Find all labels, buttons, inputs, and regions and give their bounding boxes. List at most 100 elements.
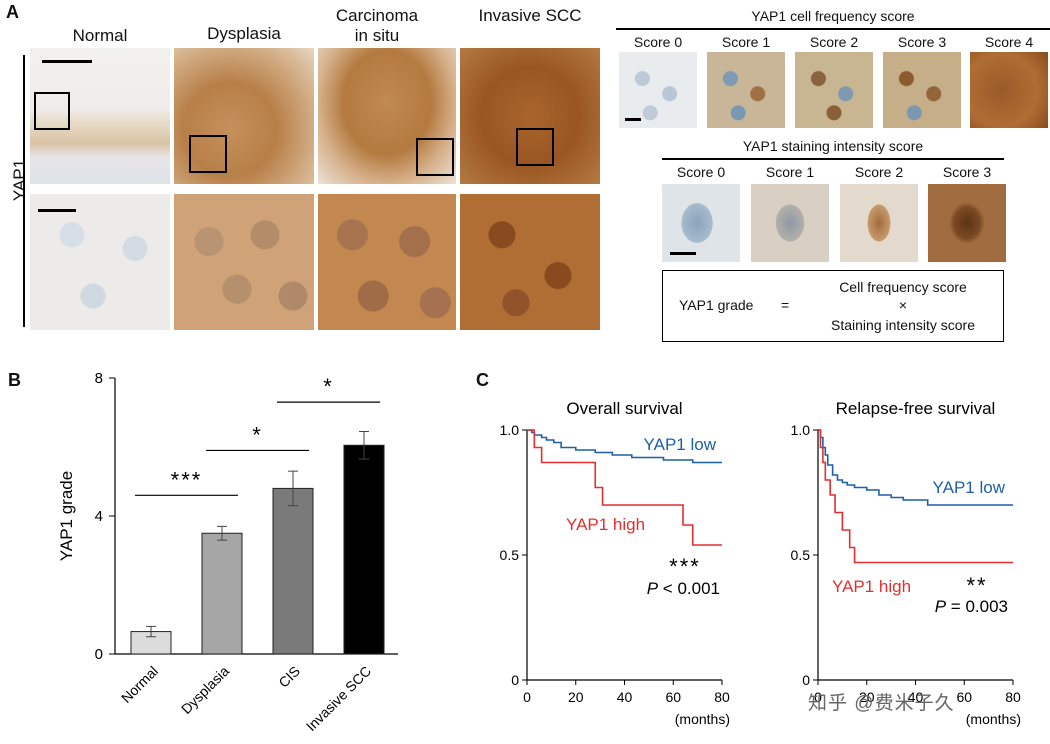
freq-score-3-image: [883, 52, 961, 128]
km-curve-yap1-high: [818, 429, 1013, 564]
formula-lhs: YAP1 grade: [679, 297, 754, 313]
significance-stars: ***: [171, 467, 203, 492]
freq-score-4-image: [970, 52, 1048, 128]
x-tick-label: Dysplasia: [178, 663, 232, 717]
y-axis-label: YAP1 grade: [57, 471, 76, 561]
freq-score-title: YAP1 cell frequency score: [751, 8, 915, 24]
legend-yap1-high: YAP1 high: [832, 577, 911, 596]
significance-stars: *: [252, 422, 263, 447]
p-value-text: P = 0.003: [935, 597, 1008, 616]
relapse-free-survival-chart: Relapse-free survival 0 0.5 1.0 0 20 40 60 80 (mo…: [791, 399, 1021, 727]
freq-score-0-image: [619, 52, 697, 128]
x-tick-label: 60: [665, 689, 681, 705]
freq-score-2-label: Score 2: [809, 34, 859, 50]
chart-title: Overall survival: [566, 399, 682, 418]
p-symbol: P: [935, 597, 947, 616]
formula-times: ×: [898, 297, 908, 313]
cis-low-mag-tile: [318, 48, 456, 184]
panel-b-chart: 0 4 8 YAP1 grade Normal Dysplasia CIS Invasive …: [57, 370, 398, 734]
overall-survival-chart: Overall survival 0 0.5 1.0 0 20 40 60 80 (months)…: [500, 399, 730, 727]
bar-invasive-scc: [343, 444, 385, 655]
y-tick-label: 1.0: [500, 422, 520, 438]
x-tick-label: CIS: [275, 663, 303, 691]
x-tick-label: 20: [568, 689, 584, 705]
bar-cis: [272, 487, 314, 655]
y-tick-label: 8: [95, 370, 103, 387]
formula-denominator: Staining intensity score: [831, 317, 975, 333]
panel-b-label: B: [8, 370, 21, 390]
freq-score-4-label: Score 4: [984, 34, 1034, 50]
x-tick-label: 40: [908, 689, 924, 705]
chart-title: Relapse-free survival: [836, 399, 996, 418]
x-axis-label: (months): [675, 711, 730, 727]
intensity-score-title: YAP1 staining intensity score: [742, 138, 924, 154]
freq-score-1-image: [707, 52, 785, 128]
x-tick-label: 0: [523, 689, 531, 705]
legend-yap1-high: YAP1 high: [566, 515, 645, 534]
freq-title-rule: [616, 28, 1050, 30]
intensity-score-2-label: Score 2: [854, 164, 904, 180]
intensity-score-1-image: [751, 184, 829, 262]
km-curve-yap1-low: [527, 429, 722, 464]
panel-a-label: A: [6, 2, 19, 22]
significance-stars: ***: [669, 554, 701, 579]
scale-bar: [38, 209, 76, 212]
panel-c-label: C: [476, 370, 489, 390]
p-value: = 0.003: [946, 597, 1008, 616]
freq-score-0-label: Score 0: [633, 34, 683, 50]
legend-yap1-low: YAP1 low: [644, 435, 717, 454]
inset-box: [416, 138, 454, 176]
column-header-cis: Carcinoma in situ: [335, 6, 419, 45]
x-tick-label: 0: [814, 689, 822, 705]
formula-equals: =: [781, 297, 790, 313]
p-value-text: P < 0.001: [647, 579, 720, 598]
intensity-score-1-label: Score 1: [765, 164, 815, 180]
watermark-text: 知乎 @费米子久: [808, 693, 955, 714]
invasive-scc-high-mag-tile: [460, 194, 600, 330]
y-tick-label: 0.5: [500, 547, 520, 563]
y-tick-label: 0: [95, 646, 103, 663]
column-header-dysplasia: Dysplasia: [207, 24, 281, 43]
y-tick-label: 4: [95, 508, 103, 525]
formula-numerator: Cell frequency score: [839, 279, 967, 295]
freq-score-1-label: Score 1: [721, 34, 771, 50]
normal-high-mag-tile: [30, 194, 170, 330]
scale-bar: [625, 118, 641, 121]
x-tick-label: Invasive SCC: [303, 663, 374, 734]
inset-box: [189, 135, 227, 173]
freq-score-2-image: [795, 52, 873, 128]
y-tick-label: 0.5: [791, 547, 811, 563]
normal-low-mag-tile: [30, 48, 170, 184]
invasive-scc-low-mag-tile: [460, 48, 600, 184]
bar-dysplasia: [201, 532, 243, 655]
inset-box: [516, 128, 554, 166]
yap1-grade-formula-box: YAP1 grade = Cell frequency score × Stai…: [662, 270, 1004, 342]
x-tick-label: 80: [714, 689, 730, 705]
cis-high-mag-tile: [318, 194, 456, 330]
x-tick-label: 60: [956, 689, 972, 705]
km-curve-yap1-high: [527, 429, 722, 546]
x-axis-label: (months): [966, 711, 1021, 727]
scale-bar: [670, 252, 696, 255]
significance-stars: *: [323, 374, 334, 399]
inset-box: [34, 92, 70, 130]
y-tick-label: 1.0: [791, 422, 811, 438]
significance-stars: **: [966, 573, 987, 598]
intensity-score-3-image: [928, 184, 1006, 262]
p-value: < 0.001: [658, 579, 720, 598]
x-tick-label: 20: [859, 689, 875, 705]
dysplasia-high-mag-tile: [174, 194, 314, 330]
legend-yap1-low: YAP1 low: [933, 478, 1006, 497]
x-tick-label: 80: [1005, 689, 1021, 705]
yap1-side-label: YAP1: [10, 158, 29, 202]
column-header-invasive-scc: Invasive SCC: [478, 6, 582, 25]
intensity-score-3-label: Score 3: [942, 164, 992, 180]
x-tick-label: Normal: [118, 663, 161, 706]
dysplasia-low-mag-tile: [174, 48, 314, 184]
km-curve-yap1-low: [818, 429, 1013, 506]
column-header-normal: Normal: [72, 26, 128, 45]
scale-bar: [42, 60, 92, 63]
p-symbol: P: [647, 579, 659, 598]
y-tick-label: 0: [802, 672, 810, 688]
intensity-title-rule: [662, 158, 1004, 160]
